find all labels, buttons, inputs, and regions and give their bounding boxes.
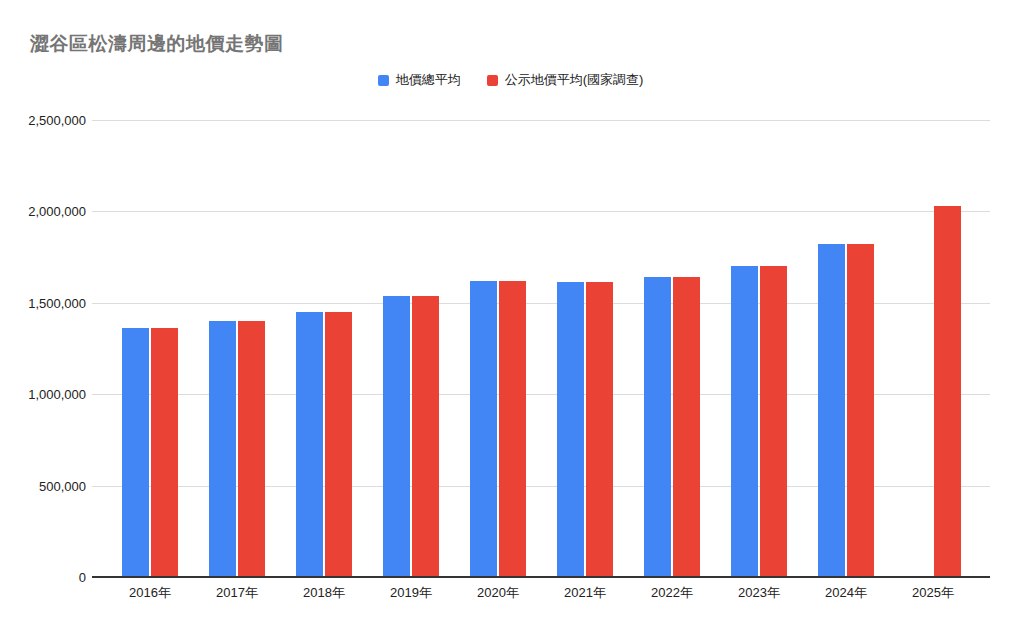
bar-series2-2020年[interactable] (499, 281, 526, 577)
x-axis-tick-label: 2022年 (629, 584, 715, 602)
bar-series1-2024年[interactable] (818, 244, 845, 577)
bar-series1-2022年[interactable] (644, 277, 671, 577)
x-axis-tick-label: 2018年 (281, 584, 367, 602)
bar-series2-2025年[interactable] (934, 206, 961, 577)
bar-series2-2017年[interactable] (238, 321, 265, 577)
y-axis-tick-label: 500,000 (24, 479, 86, 494)
x-axis-tick-label: 2019年 (368, 584, 454, 602)
bar-series2-2024年[interactable] (847, 244, 874, 577)
bar-series1-2017年[interactable] (209, 321, 236, 577)
y-axis-tick-label: 2,500,000 (24, 113, 86, 128)
x-axis-tick-label: 2020年 (455, 584, 541, 602)
plot-area: 0 500,000 1,000,000 1,500,000 2,000,000 2,500… (0, 0, 1021, 631)
bar-series2-2018年[interactable] (325, 312, 352, 577)
y-axis-tick-label: 2,000,000 (24, 204, 86, 219)
x-axis-tick-label: 2017年 (194, 584, 280, 602)
y-axis-tick-label: 0 (24, 570, 86, 585)
gridline (92, 120, 990, 121)
bar-series1-2021年[interactable] (557, 282, 584, 577)
bar-series1-2016年[interactable] (122, 328, 149, 577)
x-axis-line (92, 576, 990, 578)
bar-series2-2021年[interactable] (586, 282, 613, 577)
bar-series2-2016年[interactable] (151, 328, 178, 577)
bar-series1-2020年[interactable] (470, 281, 497, 577)
bar-series1-2023年[interactable] (731, 266, 758, 577)
x-axis-tick-label: 2025年 (890, 584, 976, 602)
bar-series1-2018年[interactable] (296, 312, 323, 577)
chart-canvas: 澀谷區松濤周邊的地價走勢圖 地價總平均 公示地價平均(國家調查) 0500,00… (0, 0, 1021, 631)
y-axis-tick-label: 1,500,000 (24, 296, 86, 311)
x-axis-tick-label: 2016年 (107, 584, 193, 602)
x-axis-tick-label: 2024年 (803, 584, 889, 602)
bar-series2-2022年[interactable] (673, 277, 700, 577)
bar-series2-2023年[interactable] (760, 266, 787, 577)
y-axis-tick-label: 1,000,000 (24, 387, 86, 402)
x-axis-tick-label: 2023年 (716, 584, 802, 602)
x-axis-tick-label: 2021年 (542, 584, 628, 602)
bar-series2-2019年[interactable] (412, 296, 439, 577)
bar-series1-2019年[interactable] (383, 296, 410, 577)
gridline (92, 211, 990, 212)
